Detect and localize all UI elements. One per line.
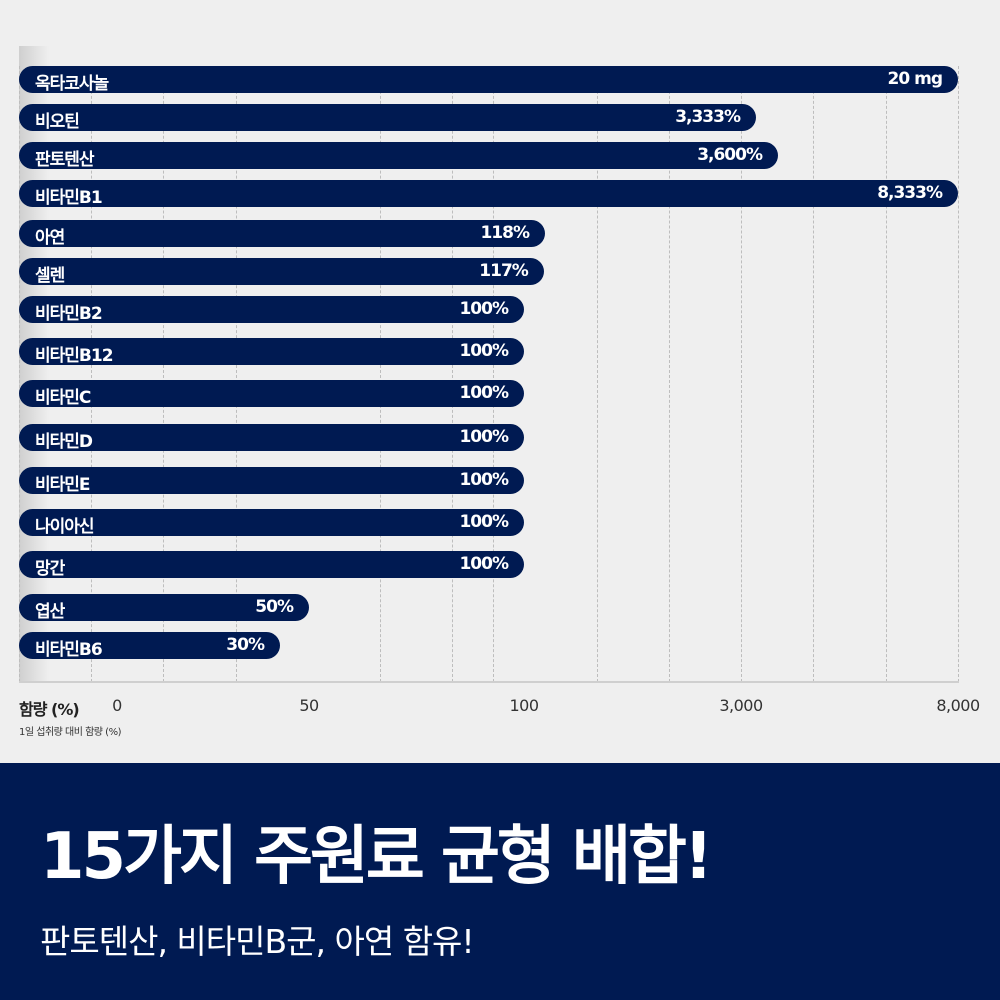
- bar-label: 비타민B1: [35, 188, 103, 208]
- bar-label: 아연: [35, 228, 65, 248]
- bar-label: 비타민B2: [35, 304, 103, 324]
- x-axis-label: 함량 (%): [19, 700, 80, 719]
- bar-value-label: 50%: [255, 597, 294, 617]
- banner-title: 15가지 주원료 균형 배합!: [40, 820, 713, 894]
- x-tick-label: 3,000: [719, 696, 763, 715]
- grid-line: [741, 66, 742, 682]
- x-tick-label: 8,000: [936, 696, 980, 715]
- bar: 비타민C 100%: [19, 380, 524, 408]
- bar-value-label: 8,333%: [877, 183, 943, 203]
- bar-value-label: 20 mg: [887, 69, 943, 89]
- bar-value-label: 100%: [459, 554, 509, 574]
- grid-line: [19, 66, 20, 682]
- bar-label: 비타민E: [35, 475, 91, 495]
- bar-value-label: 100%: [459, 470, 509, 490]
- bar-value-label: 118%: [480, 223, 530, 243]
- bar-label: 비타민B6: [35, 640, 103, 660]
- grid-line: [886, 66, 887, 682]
- bar-label: 망간: [35, 559, 65, 579]
- x-tick-label: 50: [299, 696, 319, 715]
- bar-label: 비오틴: [35, 112, 80, 132]
- bar-label: 옥타코사놀: [35, 74, 109, 94]
- bar-value-label: 100%: [459, 383, 509, 403]
- bar-value-label: 3,333%: [675, 107, 741, 127]
- bar-value-label: 100%: [459, 299, 509, 319]
- bar: 비타민B6 30%: [19, 632, 280, 660]
- bar: 비타민E 100%: [19, 467, 524, 495]
- bar-label: 비타민B12: [35, 346, 114, 366]
- promo-banner: 15가지 주원료 균형 배합! 판토텐산, 비타민B군, 아연 함유!: [0, 763, 1000, 1000]
- x-tick-label: 0: [112, 696, 122, 715]
- grid-line: [236, 66, 237, 682]
- bar: 비타민B1 8,333%: [19, 180, 958, 208]
- bar: 비타민D 100%: [19, 424, 524, 452]
- nutrient-bar-chart: 옥타코사놀 20 mg 비오틴 3,333% 판토텐산 3,600% 비타민B1 8,333%…: [19, 46, 980, 738]
- grid-line: [813, 66, 814, 682]
- x-tick-label: 100: [509, 696, 539, 715]
- grid-line: [493, 66, 494, 682]
- bar-label: 엽산: [35, 602, 65, 622]
- grid-line: [597, 66, 598, 682]
- grid-line: [380, 66, 381, 682]
- grid-line: [163, 66, 164, 682]
- bar: 비오틴 3,333%: [19, 104, 756, 132]
- bar: 망간 100%: [19, 551, 524, 579]
- grid-line: [669, 66, 670, 682]
- bar-value-label: 100%: [459, 512, 509, 532]
- bar-label: 판토텐산: [35, 150, 95, 170]
- bar-value-label: 100%: [459, 427, 509, 447]
- bar-value-label: 30%: [226, 635, 265, 655]
- bar: 판토텐산 3,600%: [19, 142, 778, 170]
- x-axis-line: [19, 681, 959, 683]
- bar-label: 나이아신: [35, 517, 95, 537]
- banner-subtitle: 판토텐산, 비타민B군, 아연 함유!: [40, 922, 475, 961]
- bar: 옥타코사놀 20 mg: [19, 66, 958, 94]
- grid-line: [452, 66, 453, 682]
- bar-value-label: 100%: [459, 341, 509, 361]
- bar: 아연 118%: [19, 220, 545, 248]
- axis-note: 1일 섭취량 대비 함량 (%): [19, 727, 121, 738]
- bar-label: 비타민C: [35, 388, 91, 408]
- bar-label: 셀렌: [35, 266, 65, 286]
- grid-line: [91, 66, 92, 682]
- bar: 비타민B12 100%: [19, 338, 524, 366]
- bar-value-label: 3,600%: [697, 145, 763, 165]
- bar: 나이아신 100%: [19, 509, 524, 537]
- grid-line: [958, 66, 959, 682]
- bar: 비타민B2 100%: [19, 296, 524, 324]
- bar: 엽산 50%: [19, 594, 309, 622]
- bar-label: 비타민D: [35, 432, 93, 452]
- bar: 셀렌 117%: [19, 258, 544, 286]
- bar-value-label: 117%: [479, 261, 529, 281]
